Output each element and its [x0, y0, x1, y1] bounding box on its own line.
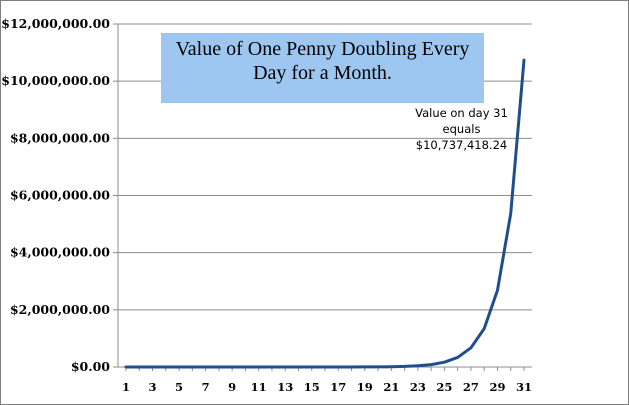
y-tick-label: $6,000,000.00 — [10, 188, 110, 203]
annotation-line-1: Value on day 31 — [415, 106, 508, 120]
x-tick-label: 23 — [410, 380, 426, 394]
chart-annotation: Value on day 31 equals $10,737,418.24 — [399, 105, 524, 153]
series-penny-value — [124, 58, 526, 369]
chart-title: Value of One Penny Doubling Every Day fo… — [175, 38, 470, 84]
x-tick-label: 7 — [202, 380, 210, 394]
x-tick-label: 1 — [122, 380, 130, 394]
y-tick-label: $12,000,000.00 — [1, 16, 110, 31]
y-tick-label: $10,000,000.00 — [1, 73, 110, 88]
x-tick-label: 3 — [149, 380, 157, 394]
x-tick-label: 19 — [357, 380, 373, 394]
x-tick-label: 9 — [228, 380, 236, 394]
x-tick-label: 13 — [277, 380, 293, 394]
x-tick-label: 5 — [175, 380, 183, 394]
y-tick-label: $2,000,000.00 — [10, 302, 110, 317]
x-tick-label: 17 — [330, 380, 346, 394]
annotation-line-3: $10,737,418.24 — [415, 138, 508, 152]
x-tick-label: 31 — [516, 380, 532, 394]
x-axis-tick-labels: 1 3 5 7 9 11 13 15 17 19 21 23 25 27 29 31 — [122, 380, 532, 394]
series-line — [124, 58, 526, 369]
annotation-line-2: equals — [442, 122, 481, 136]
x-tick-label: 25 — [436, 380, 452, 394]
x-tick-label: 29 — [489, 380, 505, 394]
x-tick-label: 27 — [463, 380, 479, 394]
y-tick-label: $4,000,000.00 — [10, 245, 110, 260]
x-tick-label: 21 — [383, 380, 399, 394]
x-tick-label: 11 — [251, 380, 267, 394]
y-tick-label: $8,000,000.00 — [10, 130, 110, 145]
y-tick-label: $0.00 — [71, 359, 110, 374]
chart-title-box: Value of One Penny Doubling Every Day fo… — [161, 33, 484, 103]
y-axis-tick-labels: $0.00 $2,000,000.00 $4,000,000.00 $6,000,00… — [1, 16, 110, 374]
x-tick-label: 15 — [304, 380, 320, 394]
